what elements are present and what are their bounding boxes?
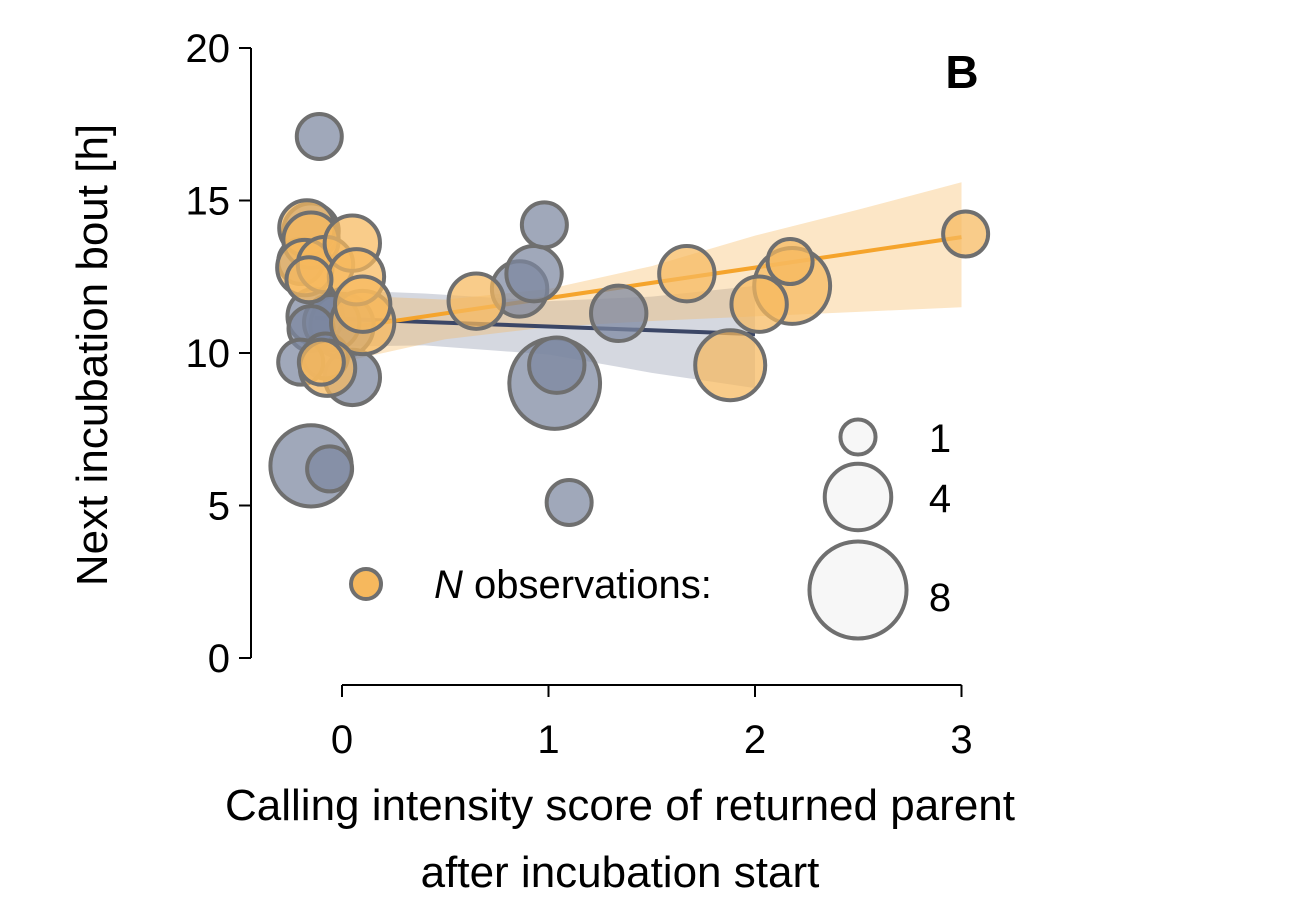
y-ticks: 0 5 10 15 20 [186,27,251,681]
orange-data-point [693,328,768,403]
y-tick-label: 5 [208,485,230,529]
orange-data-point [284,255,334,305]
axes: 0 5 10 15 20 0 1 2 3 [186,27,973,762]
x-tick-label: 2 [744,718,766,762]
legend-size-label: 4 [929,477,951,521]
legend-observations-label: N observations: [434,563,712,607]
blue-data-point [519,200,569,250]
legend-size-label: 1 [929,417,951,461]
blue-data-point [294,111,344,161]
orange-data-point [765,237,815,286]
blue-data-point [544,477,594,527]
x-tick-label: 1 [537,718,559,762]
legend-size-circle [838,417,878,457]
y-tick-label: 20 [186,27,231,71]
y-axis-title: Next incubation bout [h] [68,124,117,586]
x-axis-title-line-2: after incubation start [421,848,820,897]
orange-data-point [657,244,717,304]
x-ticks: 0 1 2 3 [331,685,973,762]
y-tick-label: 10 [186,332,231,376]
orange-fit-line [341,235,962,331]
orange-data-point [941,209,991,259]
panel-letter: B [945,46,978,98]
legend-color-marker [349,567,383,601]
legend-size-circle [822,461,894,533]
orange-data-point [446,271,506,331]
y-tick-label: 0 [208,637,230,681]
legend-n-italic: N [434,563,463,607]
legend-n-rest: observations: [463,563,712,607]
y-tick-label: 15 [186,180,231,224]
data-points [268,111,991,527]
x-tick-label: 3 [950,718,972,762]
legend-sizes: 1 4 8 [807,417,951,641]
legend-size-circle [807,539,909,641]
blue-data-point [589,283,649,344]
orange-data-point [332,274,393,334]
x-axis-title-line-1: Calling intensity score of returned pare… [225,781,1015,830]
legend-size-label: 8 [929,576,951,620]
orange-data-point [729,274,789,334]
orange-data-point [296,337,346,387]
x-tick-label: 0 [331,718,353,762]
blue-data-point [527,335,587,395]
blue-data-point [305,444,355,494]
legend: N observations: 1 4 8 [349,417,951,641]
blue-data-point [504,244,564,304]
